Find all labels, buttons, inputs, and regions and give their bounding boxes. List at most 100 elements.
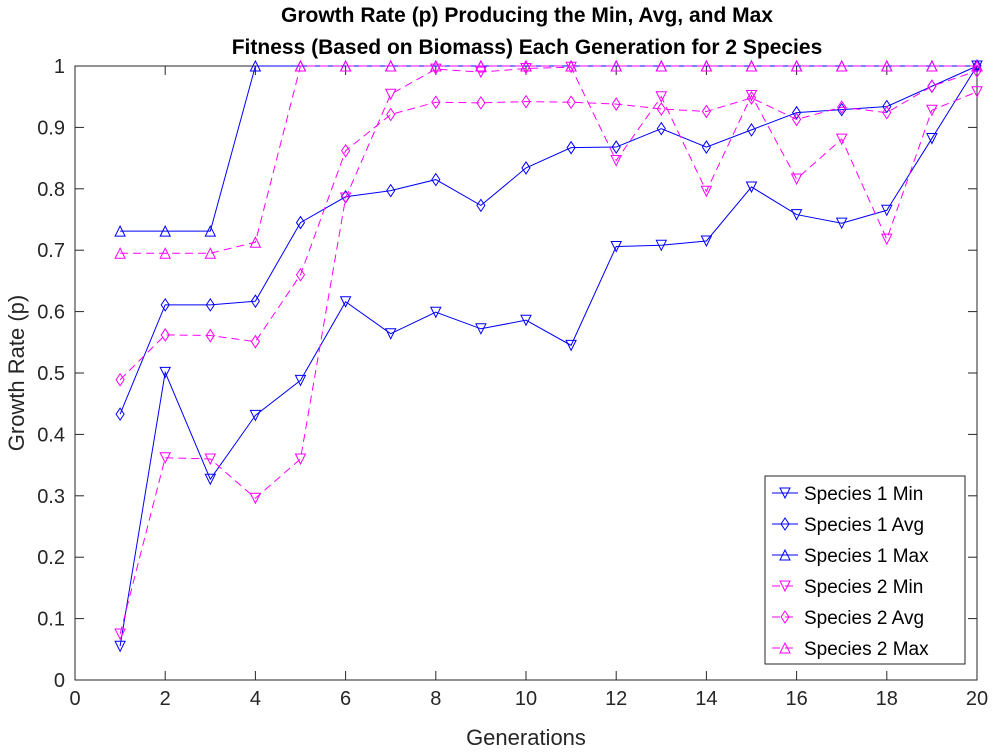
data-point-marker xyxy=(611,140,621,154)
data-point-marker xyxy=(386,107,396,122)
y-tick-label: 0.2 xyxy=(37,547,65,569)
data-point-marker xyxy=(972,59,982,73)
data-point-marker xyxy=(114,225,126,237)
data-point-marker xyxy=(926,104,938,117)
chart-title-line-2: Fitness (Based on Biomass) Each Generati… xyxy=(232,36,823,59)
data-point-marker xyxy=(115,372,125,387)
data-point-marker xyxy=(159,366,172,379)
data-point-marker xyxy=(655,91,668,103)
data-point-marker xyxy=(790,173,803,186)
legend: Species 1 Min Species 1 Avg Species 1 Max S… xyxy=(764,475,966,665)
data-point-marker xyxy=(476,95,486,110)
data-point-marker xyxy=(926,132,938,145)
x-tick-label: 12 xyxy=(605,688,627,710)
data-point-marker xyxy=(431,95,441,110)
data-point-marker xyxy=(429,306,442,319)
data-point-marker xyxy=(250,334,261,349)
data-point-marker xyxy=(790,59,803,72)
data-point-marker xyxy=(882,105,892,120)
data-point-marker xyxy=(835,217,848,230)
data-point-marker xyxy=(611,97,621,111)
data-point-marker xyxy=(745,59,758,72)
data-point-marker xyxy=(160,328,170,342)
legend-entry-label: Species 2 Avg xyxy=(804,608,924,629)
x-tick-label: 20 xyxy=(966,688,988,710)
data-point-marker xyxy=(294,453,307,466)
y-tick-label: 0.5 xyxy=(37,363,65,385)
data-point-marker xyxy=(204,247,217,259)
x-tick-label: 8 xyxy=(430,688,441,710)
data-point-marker xyxy=(204,225,217,237)
data-point-marker xyxy=(835,59,848,72)
data-point-marker xyxy=(475,323,487,335)
data-point-marker xyxy=(115,407,125,422)
x-tick-label: 0 xyxy=(69,688,80,710)
data-point-marker xyxy=(791,105,802,120)
data-point-marker xyxy=(971,59,983,72)
data-point-marker xyxy=(250,294,261,309)
x-tick-label: 6 xyxy=(340,688,351,710)
data-point-marker xyxy=(746,91,757,105)
data-point-marker xyxy=(249,236,262,248)
data-point-marker xyxy=(701,104,712,119)
data-point-marker xyxy=(384,88,397,101)
data-point-marker xyxy=(429,59,442,72)
x-tick-label: 2 xyxy=(160,688,171,710)
data-point-marker xyxy=(476,198,486,213)
data-point-marker xyxy=(700,235,713,248)
data-point-marker xyxy=(114,640,126,653)
data-point-marker xyxy=(701,140,712,154)
x-tick-label: 18 xyxy=(876,688,898,710)
data-point-marker xyxy=(926,59,938,72)
data-point-marker xyxy=(204,453,217,466)
data-point-marker xyxy=(431,172,441,187)
data-point-marker xyxy=(835,133,848,146)
chart-title-line-1: Growth Rate (p) Producing the Min, Avg, … xyxy=(281,4,773,27)
data-point-marker xyxy=(880,59,893,72)
data-point-marker xyxy=(746,122,757,137)
legend-entry-label: Species 1 Max xyxy=(804,546,929,567)
data-point-marker xyxy=(205,297,215,312)
data-point-marker xyxy=(837,100,847,115)
data-point-marker xyxy=(295,267,306,282)
data-point-marker xyxy=(971,86,983,98)
data-point-marker xyxy=(521,161,531,175)
data-point-marker xyxy=(339,59,352,72)
x-tick-label: 16 xyxy=(785,688,807,710)
legend-entry-label: Species 1 Avg xyxy=(804,515,924,536)
data-point-marker xyxy=(521,94,531,109)
data-point-marker xyxy=(386,183,396,198)
data-point-marker xyxy=(520,59,532,72)
data-point-marker xyxy=(159,247,172,259)
data-point-marker xyxy=(745,181,758,194)
data-point-marker xyxy=(566,140,576,155)
legend-marker xyxy=(779,580,791,593)
series-5 xyxy=(115,64,982,387)
series-line xyxy=(119,66,978,635)
data-point-marker xyxy=(610,241,623,253)
data-point-marker xyxy=(159,452,172,464)
data-point-marker xyxy=(114,628,126,641)
y-axis-label: Growth Rate (p) xyxy=(4,295,29,452)
data-point-marker xyxy=(565,339,577,352)
data-point-marker xyxy=(791,112,802,127)
data-point-marker xyxy=(205,328,215,343)
data-point-marker xyxy=(249,59,262,72)
data-point-marker xyxy=(294,59,307,72)
data-point-marker xyxy=(790,209,803,221)
data-point-marker xyxy=(972,64,982,78)
x-tick-label: 10 xyxy=(515,688,537,710)
legend-box xyxy=(764,475,966,665)
data-point-marker xyxy=(249,409,262,422)
data-point-marker xyxy=(655,239,668,252)
data-point-marker xyxy=(565,59,577,72)
y-tick-label: 0.1 xyxy=(37,609,65,631)
data-point-marker xyxy=(475,66,487,79)
data-point-marker xyxy=(384,328,397,340)
data-point-marker xyxy=(340,143,351,158)
data-point-marker xyxy=(610,59,623,72)
legend-marker xyxy=(780,517,790,531)
data-point-marker xyxy=(880,204,893,217)
data-point-marker xyxy=(339,192,352,205)
